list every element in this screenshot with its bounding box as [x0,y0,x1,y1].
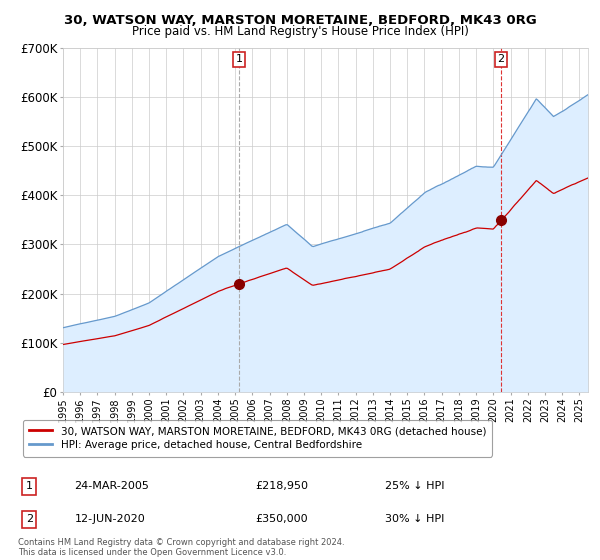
Text: Price paid vs. HM Land Registry's House Price Index (HPI): Price paid vs. HM Land Registry's House … [131,25,469,38]
Text: 30% ↓ HPI: 30% ↓ HPI [385,514,444,524]
Text: 12-JUN-2020: 12-JUN-2020 [74,514,145,524]
Text: 1: 1 [26,481,33,491]
Text: 24-MAR-2005: 24-MAR-2005 [74,481,149,491]
Text: 2: 2 [497,54,505,64]
Text: 25% ↓ HPI: 25% ↓ HPI [385,481,444,491]
Text: 2: 2 [26,514,33,524]
Text: Contains HM Land Registry data © Crown copyright and database right 2024.
This d: Contains HM Land Registry data © Crown c… [18,538,344,557]
Text: £218,950: £218,950 [255,481,308,491]
Legend: 30, WATSON WAY, MARSTON MORETAINE, BEDFORD, MK43 0RG (detached house), HPI: Aver: 30, WATSON WAY, MARSTON MORETAINE, BEDFO… [23,420,493,456]
Text: £350,000: £350,000 [255,514,308,524]
Text: 30, WATSON WAY, MARSTON MORETAINE, BEDFORD, MK43 0RG: 30, WATSON WAY, MARSTON MORETAINE, BEDFO… [64,14,536,27]
Text: 1: 1 [235,54,242,64]
